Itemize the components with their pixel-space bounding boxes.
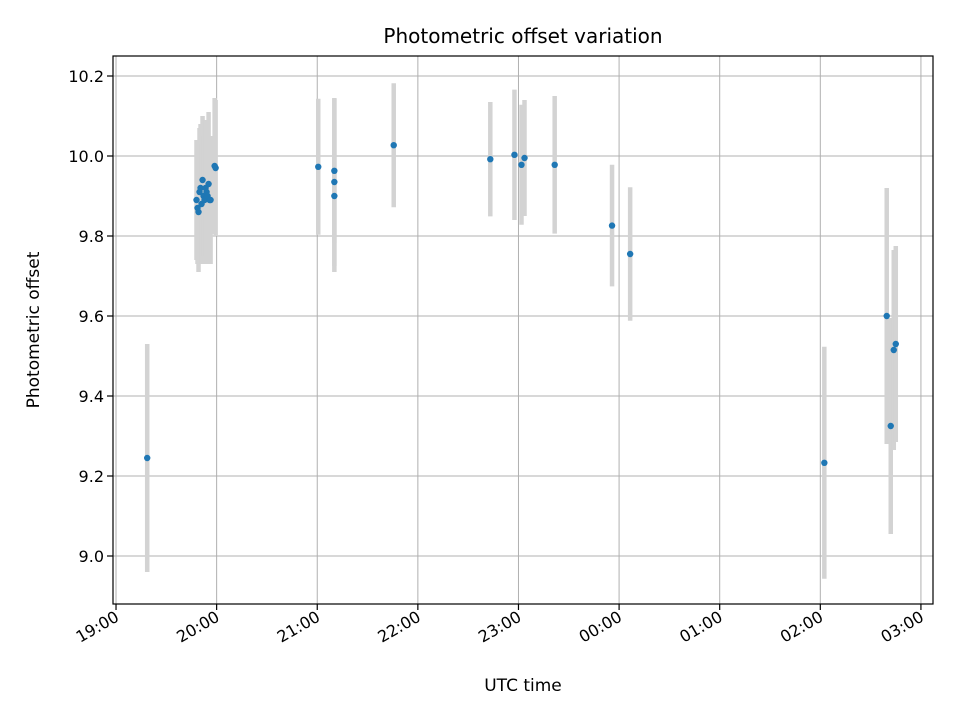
data-point: [511, 151, 518, 158]
data-point: [144, 454, 151, 462]
y-axis-ticks: 9.0 9.2 9.4 9.6 9.8 10.0 10.2: [68, 67, 113, 566]
data-point: [551, 161, 558, 168]
y-axis-label: Photometric offset: [24, 251, 44, 408]
data-point: [608, 222, 616, 229]
y-tick-label: 9.4: [79, 387, 104, 406]
data-point: [331, 167, 338, 174]
data-point: [331, 192, 338, 200]
data-point: [521, 154, 528, 162]
y-tick-label: 10.0: [68, 147, 104, 166]
data-point: [518, 161, 525, 168]
data-point: [199, 176, 206, 184]
data-point: [193, 196, 200, 204]
grid-layer: [113, 56, 933, 604]
data-point: [487, 156, 494, 163]
y-tick-label: 9.0: [79, 547, 104, 566]
data-point: [883, 312, 890, 320]
data-point: [390, 142, 397, 149]
plot-frame: [112, 55, 934, 605]
data-point: [212, 164, 219, 172]
data-point: [315, 163, 322, 170]
chart-title: Photometric offset variation: [383, 24, 662, 48]
y-tick-label: 9.8: [79, 227, 104, 246]
data-point: [205, 180, 212, 188]
y-tick-label: 10.2: [68, 67, 104, 86]
data-point: [890, 346, 897, 354]
y-tick-label: 9.2: [79, 467, 104, 486]
data-point: [207, 196, 214, 204]
data-point: [195, 208, 202, 216]
data-point: [887, 422, 894, 430]
y-tick-label: 9.6: [79, 307, 104, 326]
data-point: [331, 178, 338, 186]
data-point: [821, 459, 828, 466]
data-point: [626, 250, 634, 258]
data-point: [892, 340, 899, 348]
point-layer: [144, 142, 899, 466]
x-axis-label: UTC time: [484, 676, 562, 696]
data-point: [197, 184, 204, 192]
